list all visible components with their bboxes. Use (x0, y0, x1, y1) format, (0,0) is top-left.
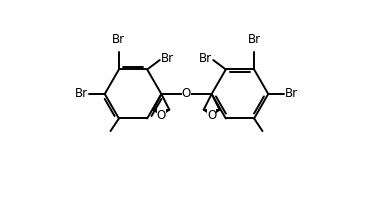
Text: Br: Br (112, 33, 125, 46)
Text: O: O (157, 109, 166, 122)
Text: Br: Br (161, 53, 174, 65)
Text: Br: Br (248, 33, 261, 46)
Text: Br: Br (285, 88, 298, 100)
Text: O: O (207, 109, 216, 122)
Text: Br: Br (199, 53, 212, 65)
Text: Br: Br (75, 88, 88, 100)
Text: O: O (182, 88, 191, 100)
